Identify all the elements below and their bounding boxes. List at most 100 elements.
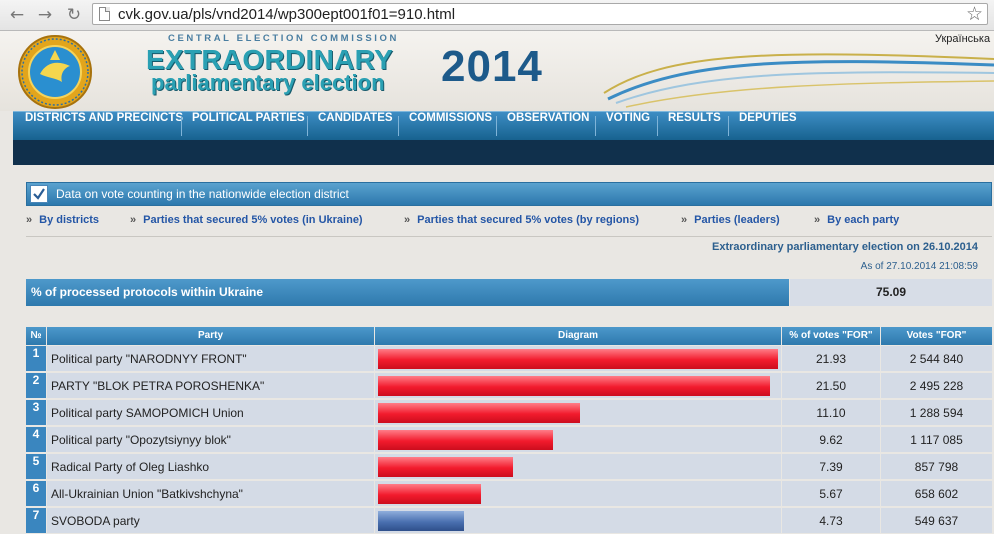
submenu-bar [13, 140, 994, 165]
diagram-cell [375, 373, 782, 399]
vote-bar [378, 430, 553, 450]
header-votes: Votes "FOR" [881, 327, 992, 345]
double-arrow-icon: » [404, 214, 411, 226]
row-number: 2 [26, 373, 47, 399]
row-number: 4 [26, 427, 47, 453]
sublink-by-districts[interactable]: » By districts [26, 214, 99, 226]
menu-political-parties[interactable]: POLITICAL PARTIES [192, 112, 305, 124]
section-header: Data on vote counting in the nationwide … [26, 182, 992, 206]
menu-districts[interactable]: DISTRICTS AND PRECINCTS [25, 112, 184, 124]
address-bar[interactable]: cvk.gov.ua/pls/vnd2014/wp300ept001f01=91… [92, 3, 988, 25]
row-number: 7 [26, 508, 47, 534]
sub-navigation: » By districts » Parties that secured 5% v… [26, 214, 992, 237]
timestamp: As of 27.10.2014 21:08:59 [860, 261, 978, 272]
diagram-cell [375, 427, 782, 453]
party-name: Radical Party of Oleg Liashko [47, 454, 375, 480]
sublink-by-each-party[interactable]: » By each party [814, 214, 899, 226]
table-row: 5 Radical Party of Oleg Liashko 7.39 857 79… [26, 454, 992, 480]
table-row: 3 Political party SAMOPOMICH Union 11.10 1 … [26, 400, 992, 426]
vote-count: 1 117 085 [881, 427, 992, 453]
decorative-swoosh-icon [603, 53, 994, 108]
party-name: Political party "Opozytsiynyy blok" [47, 427, 375, 453]
row-number: 3 [26, 400, 47, 426]
table-row: 2 PARTY "BLOK PETRA POROSHENKA" 21.50 2 495… [26, 373, 992, 399]
bookmark-star-icon[interactable]: ☆ [965, 3, 983, 25]
election-year: 2014 [441, 42, 543, 91]
protocols-label: % of processed protocols within Ukraine [26, 279, 789, 306]
sublink-label[interactable]: By districts [39, 214, 100, 226]
diagram-cell [375, 481, 782, 507]
row-number: 6 [26, 481, 47, 507]
page-title-line2: parliamentary election [151, 70, 385, 95]
menu-divider [657, 116, 658, 136]
vote-count: 2 544 840 [881, 346, 992, 372]
main-menu: DISTRICTS AND PRECINCTS POLITICAL PARTIE… [13, 111, 994, 140]
vote-count: 857 798 [881, 454, 992, 480]
commission-emblem-icon [18, 35, 92, 109]
menu-divider [728, 116, 729, 136]
double-arrow-icon: » [130, 214, 137, 226]
vote-percent: 5.67 [782, 481, 881, 507]
vote-percent: 9.62 [782, 427, 881, 453]
header-diagram: Diagram [375, 327, 782, 345]
menu-candidates[interactable]: CANDIDATES [318, 112, 393, 124]
sublink-parties-5pct-regions[interactable]: » Parties that secured 5% votes (by regio… [404, 214, 639, 226]
sublink-label[interactable]: Parties that secured 5% votes (by region… [417, 214, 640, 226]
vote-bar [378, 457, 513, 477]
url-text[interactable]: cvk.gov.ua/pls/vnd2014/wp300ept001f01=91… [118, 6, 456, 23]
sublink-label[interactable]: Parties that secured 5% votes (in Ukrain… [143, 214, 363, 226]
election-title: Extraordinary parliamentary election on … [712, 241, 978, 253]
double-arrow-icon: » [26, 214, 33, 226]
table-row: 1 Political party "NARODNYY FRONT" 21.93 2 … [26, 346, 992, 372]
site-header: CENTRAL ELECTION COMMISSION EXTRAORDINAR… [0, 31, 994, 111]
diagram-cell [375, 400, 782, 426]
table-row: 6 All-Ukrainian Union "Batkivshchyna" 5.67… [26, 481, 992, 507]
double-arrow-icon: » [681, 214, 688, 226]
page-icon [99, 7, 110, 21]
page-title-line1: EXTRAORDINARY [146, 44, 394, 75]
language-link[interactable]: Українська [935, 33, 991, 45]
menu-divider [595, 116, 596, 136]
vote-bar [378, 349, 778, 369]
reload-icon[interactable]: ↻ [66, 5, 82, 25]
header-pct: % of votes "FOR" [782, 327, 881, 345]
sublink-label[interactable]: Parties (leaders) [694, 214, 780, 226]
double-arrow-icon: » [814, 214, 821, 226]
sublink-parties-leaders[interactable]: » Parties (leaders) [681, 214, 780, 226]
section-title: Data on vote counting in the nationwide … [56, 187, 349, 201]
vote-bar [378, 403, 580, 423]
vote-count: 658 602 [881, 481, 992, 507]
vote-percent: 4.73 [782, 508, 881, 534]
forward-arrow-icon[interactable]: → [37, 5, 53, 25]
party-name: Political party SAMOPOMICH Union [47, 400, 375, 426]
vote-percent: 21.50 [782, 373, 881, 399]
main-content: Data on vote counting in the nationwide … [13, 165, 994, 534]
sublink-parties-5pct-ukraine[interactable]: » Parties that secured 5% votes (in Ukrai… [130, 214, 363, 226]
row-number: 5 [26, 454, 47, 480]
table-row: 7 SVOBODA party 4.73 549 637 [26, 508, 992, 534]
header-party: Party [47, 327, 375, 345]
sublink-label[interactable]: By each party [827, 214, 900, 226]
vote-count: 1 288 594 [881, 400, 992, 426]
checkbox-icon [30, 185, 48, 203]
vote-bar [378, 376, 770, 396]
diagram-cell [375, 454, 782, 480]
back-arrow-icon[interactable]: ← [9, 5, 25, 25]
diagram-cell [375, 508, 782, 534]
party-name: All-Ukrainian Union "Batkivshchyna" [47, 481, 375, 507]
vote-count: 549 637 [881, 508, 992, 534]
menu-voting[interactable]: VOTING [606, 112, 651, 124]
vote-percent: 7.39 [782, 454, 881, 480]
party-name: PARTY "BLOK PETRA POROSHENKA" [47, 373, 375, 399]
menu-results[interactable]: RESULTS [668, 112, 721, 124]
vote-bar [378, 511, 464, 531]
menu-deputies[interactable]: DEPUTIES [739, 112, 797, 124]
menu-commissions[interactable]: COMMISSIONS [409, 112, 493, 124]
browser-toolbar: ← → ↻ cvk.gov.ua/pls/vnd2014/wp300ept001… [0, 0, 994, 31]
vote-percent: 11.10 [782, 400, 881, 426]
vote-count: 2 495 228 [881, 373, 992, 399]
table-row: 4 Political party "Opozytsiynyy blok" 9.62… [26, 427, 992, 453]
menu-observation[interactable]: OBSERVATION [507, 112, 590, 124]
menu-divider [398, 116, 399, 136]
protocols-value: 75.09 [790, 279, 992, 306]
